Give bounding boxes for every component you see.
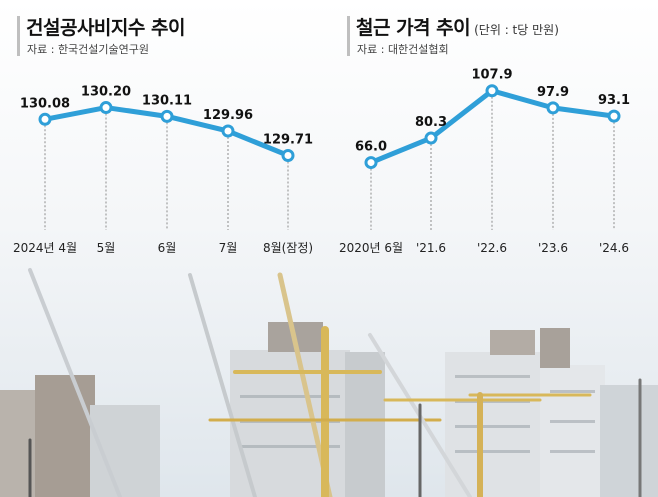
x-tick-label-1-4: '24.6 <box>599 241 629 255</box>
data-point-1-3 <box>546 101 560 115</box>
x-tick-label-0-1: 5월 <box>97 241 116 255</box>
right-chart-source: 자료 : 대한건설협회 <box>357 43 449 56</box>
apartment-buildings <box>0 322 658 497</box>
data-label-1-4: 93.1 <box>598 93 630 108</box>
data-point-1-0 <box>364 156 378 170</box>
data-label-0-0: 130.08 <box>20 96 70 111</box>
left-title-bar <box>17 16 20 56</box>
right-chart-unit: (단위 : t당 만원) <box>474 23 559 37</box>
crane-structures <box>28 268 642 497</box>
x-tick-label-0-3: 7월 <box>219 241 238 255</box>
right-title-bar <box>347 16 350 56</box>
data-label-0-2: 130.11 <box>142 93 192 108</box>
left-chart-source: 자료 : 한국건설기술연구원 <box>27 43 150 56</box>
x-tick-label-0-4: 8월(잠정) <box>263 241 313 255</box>
left-chart-title-text: 건설공사비지수 추이 <box>26 17 185 39</box>
x-tick-label-0-0: 2024년 4월 <box>13 241 77 255</box>
data-point-0-0 <box>38 112 52 126</box>
data-point-1-2 <box>485 84 499 98</box>
data-label-1-1: 80.3 <box>415 115 447 130</box>
data-label-0-3: 129.96 <box>203 108 253 123</box>
data-point-0-4 <box>281 148 295 162</box>
construction-cost-index-chart: 130.08 130.20 130.11 129.96 129.71 2024년 4월 5월… <box>13 85 313 255</box>
x-tick-label-1-0: 2020년 6월 <box>339 241 403 255</box>
left-chart-title: 건설공사비지수 추이 <box>26 13 185 40</box>
data-point-0-2 <box>160 109 174 123</box>
data-label-0-4: 129.71 <box>263 132 313 147</box>
data-label-1-0: 66.0 <box>355 140 387 155</box>
right-chart-title-text: 철근 가격 추이 <box>356 17 471 39</box>
rebar-price-chart: 66.0 80.3 107.9 97.9 93.1 2020년 6월 '21.6 '22.6 '… <box>339 68 630 255</box>
x-tick-label-1-2: '22.6 <box>477 241 507 255</box>
data-label-1-2: 107.9 <box>471 68 512 83</box>
x-tick-label-0-2: 6월 <box>158 241 177 255</box>
x-tick-label-1-3: '23.6 <box>538 241 568 255</box>
data-label-1-3: 97.9 <box>537 85 569 100</box>
right-chart-title: 철근 가격 추이 (단위 : t당 만원) <box>356 13 559 40</box>
data-point-0-1 <box>99 101 113 115</box>
data-point-1-4 <box>607 109 621 123</box>
x-tick-label-1-1: '21.6 <box>416 241 446 255</box>
data-point-0-3 <box>221 124 235 138</box>
data-point-1-1 <box>424 131 438 145</box>
data-label-0-1: 130.20 <box>81 85 131 100</box>
